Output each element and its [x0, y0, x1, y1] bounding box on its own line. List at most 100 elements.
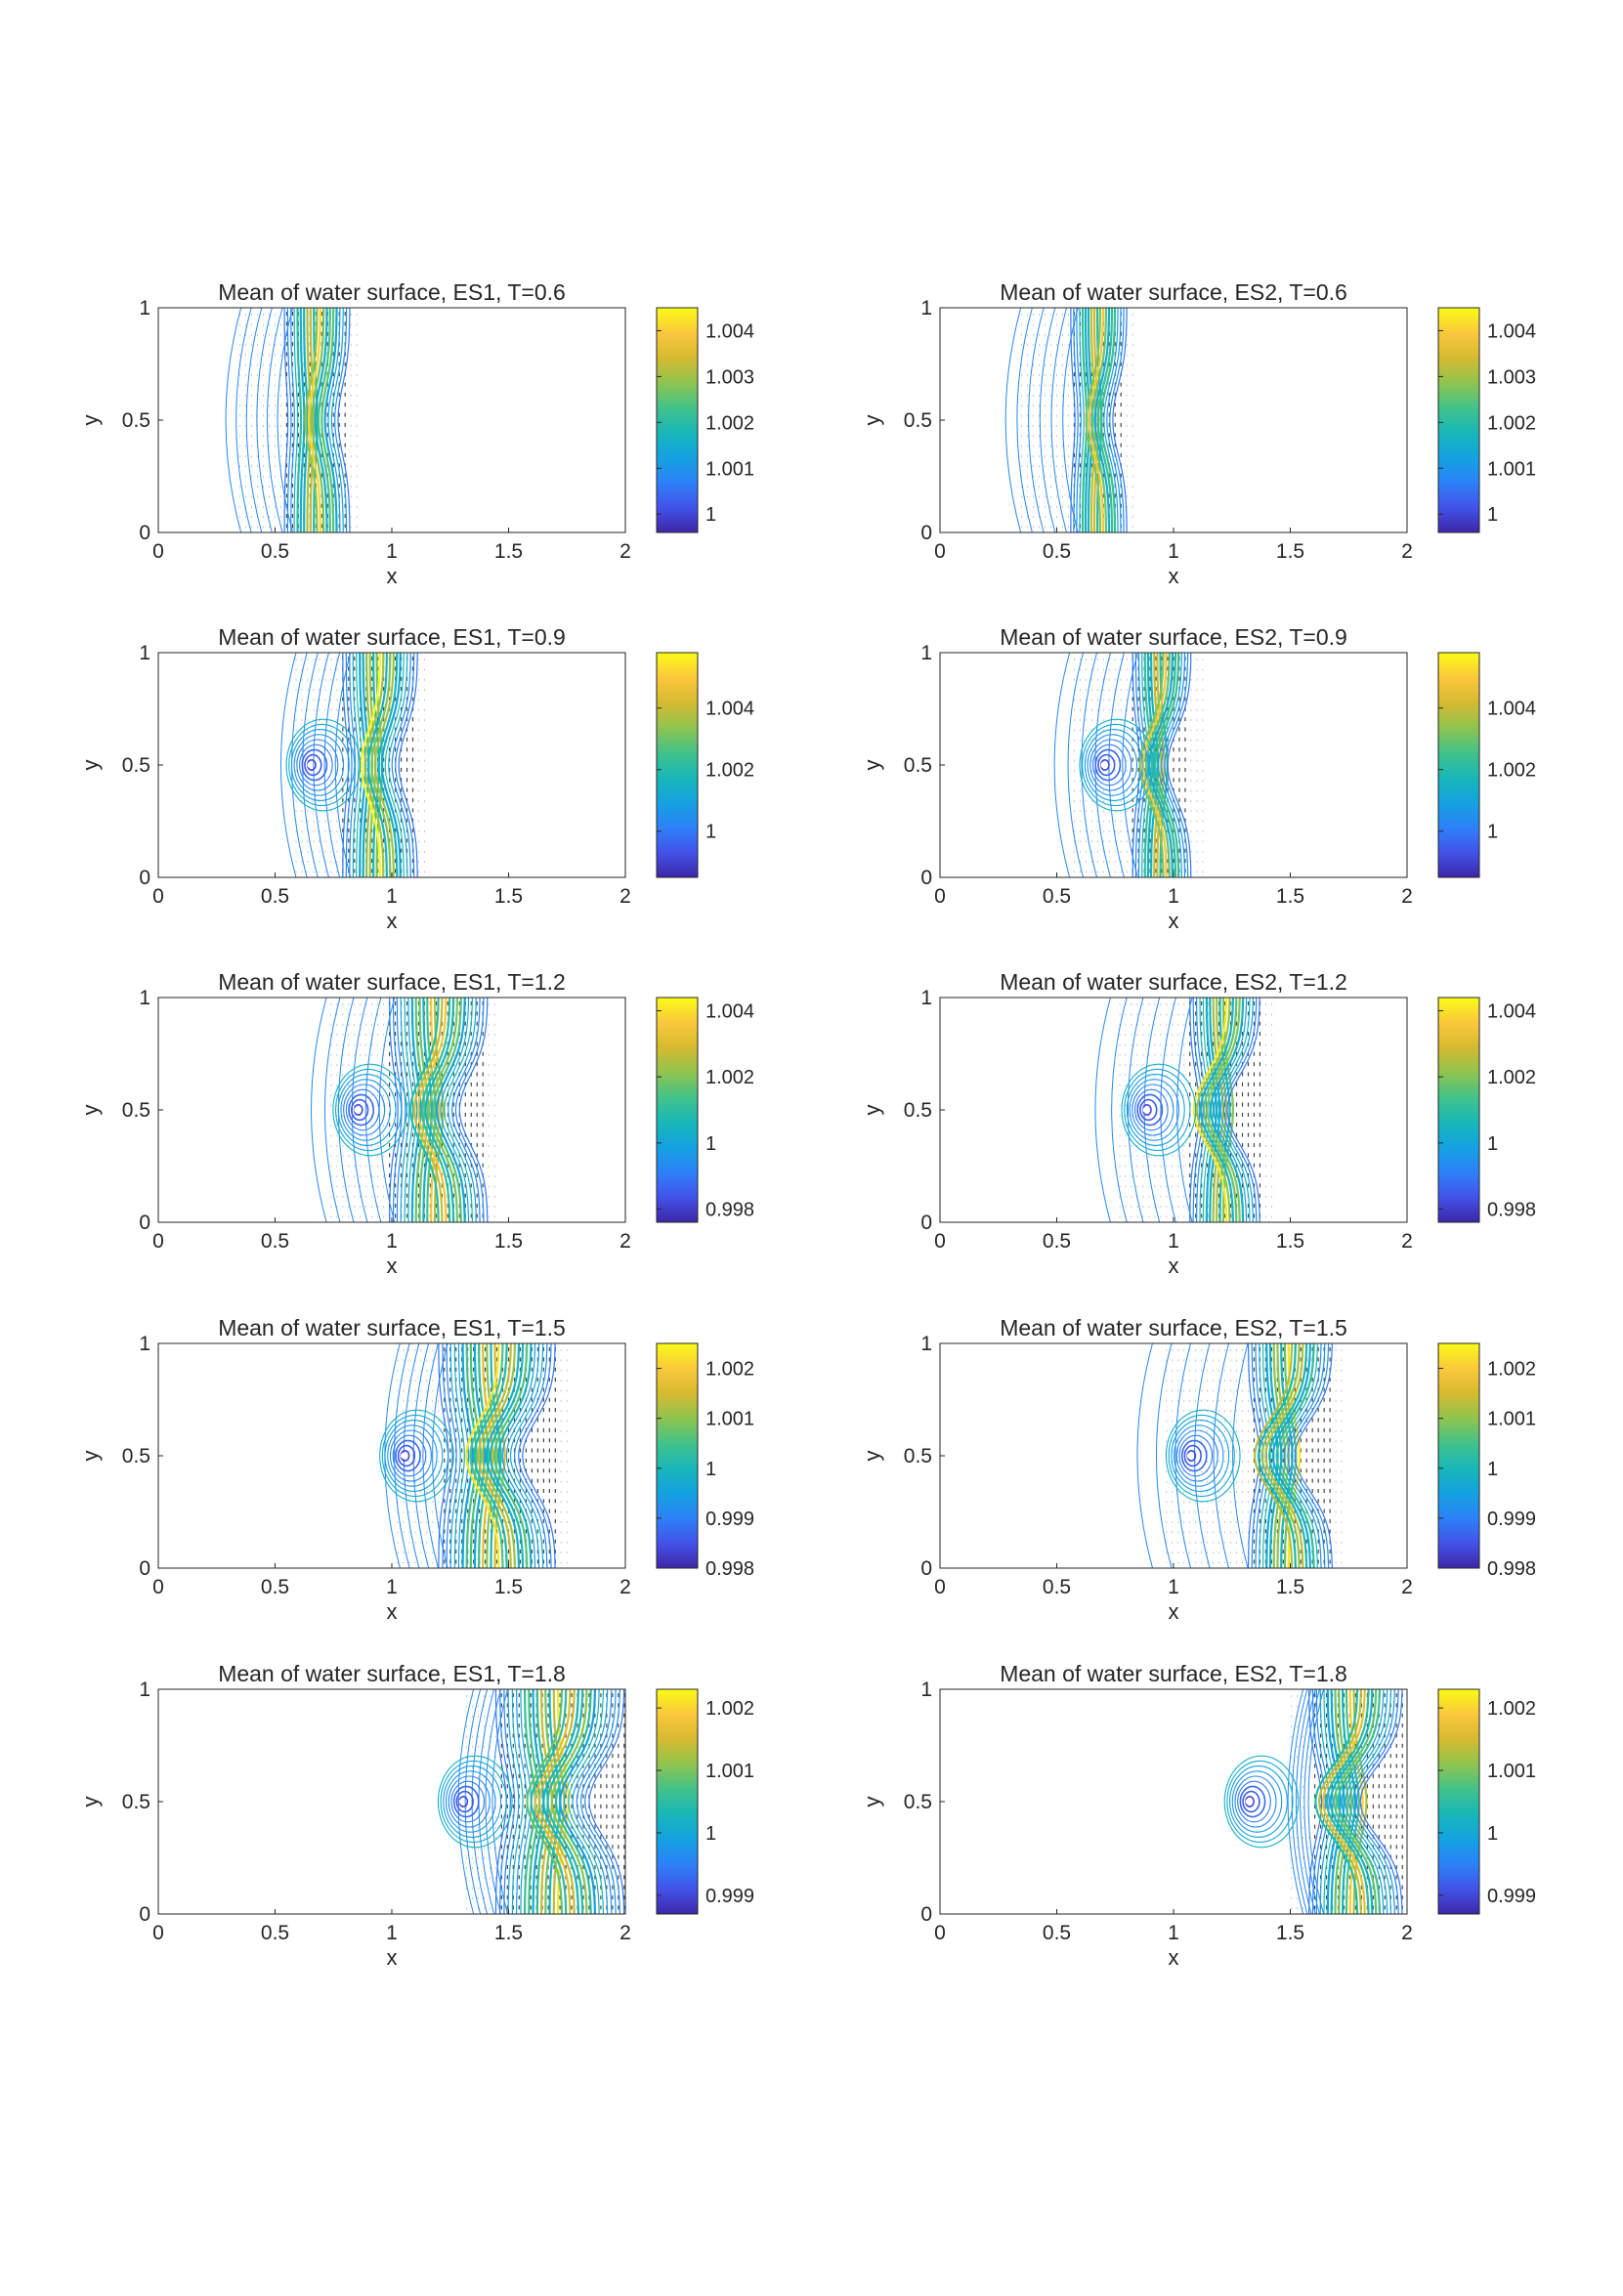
contour-line: [1073, 308, 1079, 532]
contour-line: [522, 1343, 556, 1568]
contour-line: [1164, 653, 1189, 877]
contour-line: [384, 653, 405, 877]
contour-line: [1081, 653, 1098, 877]
contour-line: [1209, 998, 1221, 1222]
x-tick-label: 1.5: [1276, 1230, 1304, 1253]
panel-title: Mean of water surface, ES2, T=0.6: [1000, 279, 1347, 305]
x-tick-label: 0: [152, 1230, 164, 1253]
x-tick-label: 1: [1168, 540, 1179, 563]
contour-ring: [1129, 1079, 1180, 1141]
colorbar-tick-label: 0.998: [1487, 1199, 1536, 1220]
colorbar-tick-label: 1.003: [705, 366, 754, 388]
x-tick-label: 1.5: [494, 1576, 523, 1598]
colorbar: 0.998 0.999 1 1.001 1.002: [656, 1342, 754, 1580]
colorbar-tick-label: 1.002: [705, 760, 754, 782]
contour-line: [323, 998, 341, 1222]
y-axis-label: y: [78, 1105, 103, 1116]
contour-ring: [304, 753, 322, 777]
contour-line: [320, 308, 335, 532]
contour-line: [398, 653, 418, 877]
y-tick-label: 0.5: [904, 1099, 932, 1122]
colorbar: 0.998 1 1.002 1.004: [1437, 997, 1536, 1223]
x-tick-label: 2: [1401, 885, 1413, 908]
contour-line: [1039, 308, 1056, 532]
x-tick-label: 0.5: [1043, 1230, 1071, 1253]
contour-ring: [288, 723, 356, 807]
contour-lines: [1136, 1343, 1333, 1568]
contour-line: [290, 308, 295, 532]
contour-ring: [334, 1068, 403, 1152]
x-tick-label: 1: [386, 885, 398, 908]
colorbar-tick-label: 1.002: [1487, 1067, 1536, 1088]
x-tick-label: 0: [934, 1230, 946, 1253]
colorbar-gradient: [656, 997, 699, 1223]
contour-line: [412, 1343, 430, 1568]
contour-line: [1122, 653, 1138, 877]
x-tick-label: 1: [386, 1230, 398, 1253]
contour-ring: [389, 1429, 433, 1482]
x-tick-label: 1.5: [1276, 885, 1304, 908]
contour-line: [1103, 308, 1119, 532]
contour-line: [1206, 998, 1241, 1222]
contour-line: [1205, 998, 1217, 1222]
contour-line: [518, 1343, 552, 1568]
contour-line: [1157, 653, 1182, 877]
contour-line: [1217, 998, 1251, 1222]
contour-line: [1050, 308, 1068, 532]
contour-line: [420, 998, 451, 1222]
contour-ring: [381, 1414, 449, 1498]
y-tick-label: 0.5: [122, 409, 150, 432]
contour-line: [457, 1343, 470, 1568]
contour-line: [277, 308, 294, 532]
x-axis-label: x: [387, 1254, 398, 1278]
contour-line: [363, 653, 385, 877]
plot-area: [158, 653, 625, 877]
colorbar-tick-label: 1: [1487, 1133, 1498, 1155]
x-axis-label: x: [1169, 909, 1179, 933]
contour-line: [513, 1343, 548, 1568]
contour-line: [317, 308, 331, 532]
contour-ring: [1089, 739, 1132, 791]
colorbar-tick-label: 1.004: [705, 699, 754, 720]
contour-line: [1076, 308, 1082, 532]
contour-line: [407, 998, 418, 1222]
contour-line: [1151, 653, 1177, 877]
contour-ring: [1087, 734, 1138, 796]
contour-line: [314, 308, 328, 532]
depression-rings: [1079, 718, 1155, 812]
y-axis-label: y: [78, 1451, 103, 1462]
contour-line: [424, 998, 455, 1222]
contour-line: [458, 998, 489, 1222]
contour-line: [1067, 653, 1085, 877]
contour-line: [1016, 308, 1033, 532]
contour-line: [422, 998, 434, 1222]
colorbar-tick-label: 1.001: [1487, 458, 1536, 480]
contour-ring: [379, 1409, 454, 1503]
depression-rings: [379, 1409, 454, 1503]
contour-line: [430, 998, 441, 1222]
contour-line: [416, 998, 448, 1222]
contour-line: [1222, 998, 1258, 1222]
y-tick-label: 0: [139, 867, 150, 889]
contour-line: [465, 1343, 500, 1568]
y-axis-label: y: [860, 1105, 884, 1116]
x-tick-label: 0.5: [1043, 885, 1071, 908]
colorbar-gradient: [656, 1342, 699, 1569]
contour-line: [1093, 308, 1111, 532]
contour-line: [266, 308, 283, 532]
contour-line: [370, 653, 392, 877]
y-tick-label: 0.5: [122, 1445, 150, 1467]
contour-line: [440, 998, 470, 1222]
panel-title: Mean of water surface, ES1, T=0.9: [218, 624, 566, 650]
colorbar: 1 1.002 1.004: [1437, 652, 1536, 878]
contour-line: [337, 308, 351, 532]
y-tick-label: 0.5: [904, 754, 932, 777]
contour-line: [1196, 998, 1231, 1222]
contour-line: [1161, 653, 1186, 877]
contour-line: [1154, 653, 1180, 877]
y-tick-label: 0: [139, 1557, 150, 1580]
colorbar-tick-label: 1.002: [705, 1359, 754, 1381]
